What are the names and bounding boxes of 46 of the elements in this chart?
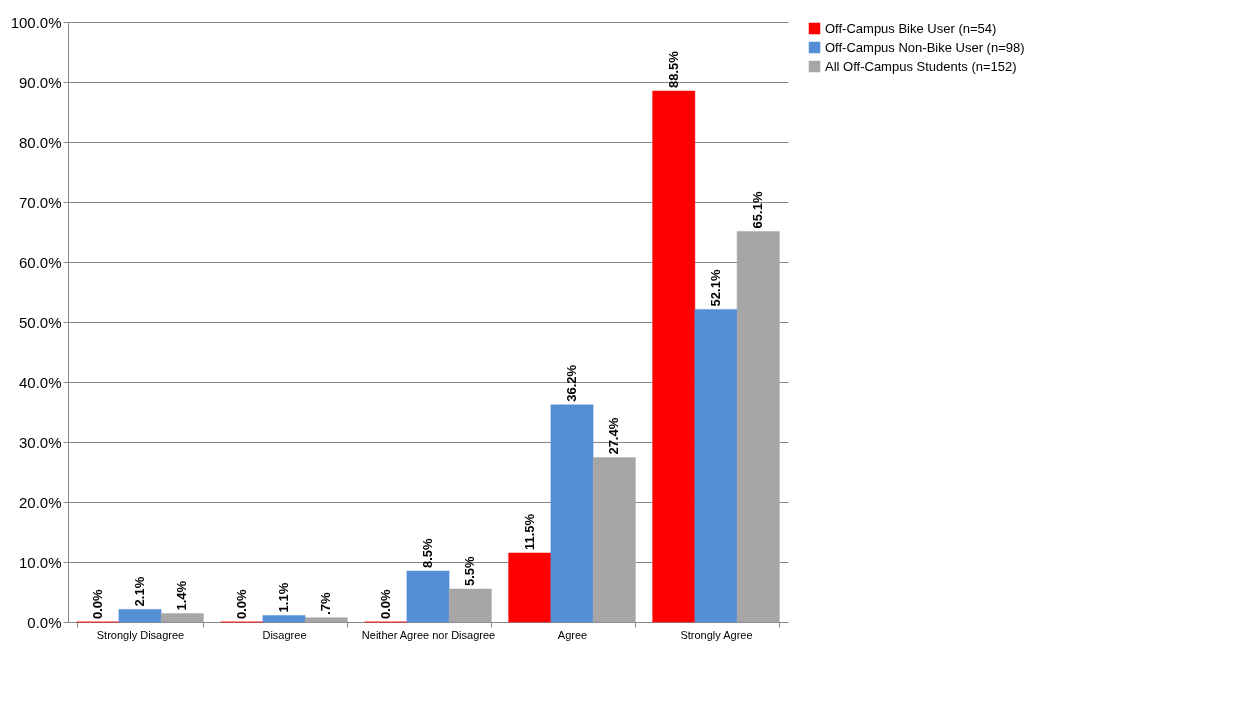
x-tick-label: Agree [557,628,588,641]
y-tick-label: 20.0% [18,493,62,511]
data-label: 88.5% [665,50,681,88]
bar [304,617,348,623]
data-label: 1.4% [174,580,190,611]
data-label: 11.5% [521,513,537,550]
data-label: 5.5% [462,555,478,586]
bar [448,588,492,623]
bar [694,309,738,623]
data-label: 0.0% [89,588,105,619]
data-label: 36.2% [564,364,579,402]
y-tick-label: 40.0% [18,373,62,391]
y-tick-label: 90.0% [18,73,62,91]
data-label: 8.5% [420,537,435,568]
legend-label: All Off-Campus Students (n=152) [825,58,1017,74]
bar [406,570,450,623]
x-tick-label: Neither Agree nor Disagree [361,628,496,641]
x-tick-label: Strongly Agree [680,628,753,641]
data-label: .7% [318,591,334,615]
y-tick-label: 80.0% [18,133,62,151]
bar [508,552,552,623]
data-label: 52.1% [708,269,723,307]
y-tick-label: 100.0% [10,13,62,31]
data-label: 2.1% [132,576,147,607]
bar [592,457,636,623]
y-tick-label: 0.0% [27,613,62,631]
bar [118,609,162,623]
data-label: 65.1% [750,191,766,229]
y-tick-label: 70.0% [18,193,62,211]
data-label: 1.1% [276,582,291,613]
x-tick-label: Disagree [262,628,307,641]
bar [262,615,306,623]
legend-label: Off-Campus Non-Bike User (n=98) [825,39,1025,55]
x-tick-label: Strongly Disagree [96,628,185,641]
y-tick-label: 30.0% [18,433,62,451]
bar [736,231,780,623]
y-tick-label: 60.0% [18,253,62,271]
bar [550,404,594,623]
legend-label: Off-Campus Bike User (n=54) [825,20,997,36]
y-tick-label: 50.0% [18,313,62,331]
data-label: 0.0% [377,588,393,619]
y-tick-label: 10.0% [18,553,62,571]
bar [652,90,696,623]
bar [160,613,204,623]
data-label: 27.4% [606,417,622,455]
data-label: 0.0% [233,588,249,619]
